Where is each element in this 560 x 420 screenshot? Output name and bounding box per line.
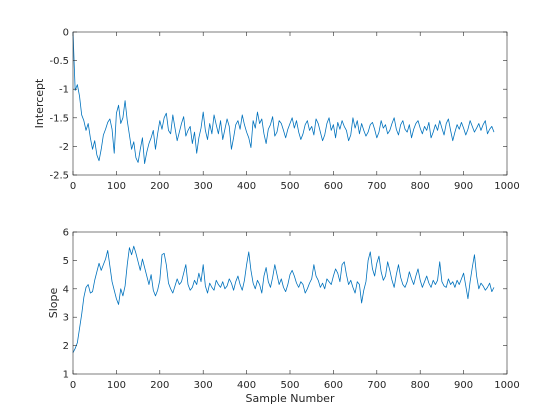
slope-y-tick-label: 4 [63,284,69,295]
slope-x-tick-label: 200 [150,380,169,391]
slope-x-tick-label: 700 [367,380,386,391]
slope-y-tick-label: 6 [63,228,69,239]
slope-series-line [72,245,495,353]
slope-y-tick-label: 2 [63,341,69,352]
slope-x-tick-label: 800 [411,380,430,391]
slope-y-axis-label: Slope [47,288,60,319]
intercept-y-axis-label: Intercept [33,78,46,128]
intercept-axes-box [72,31,508,176]
slope-axes-box [72,231,508,375]
intercept-x-tick-label: 200 [150,181,169,192]
intercept-line-layer [72,31,495,164]
intercept-ticks-layer: 0 100 200 300 400 500 600 700 800 900 1000 0 -0.5 -1 -… [49,28,519,193]
intercept-y-tick-label: -2.5 [49,171,69,182]
intercept-subplot: 0 100 200 300 400 500 600 700 800 900 1000 0 -0.5 -1 -… [33,28,520,193]
slope-x-tick-label: 100 [107,380,126,391]
slope-line-layer [72,245,495,353]
intercept-y-tick-label: -0.5 [49,56,69,67]
intercept-x-tick-label: 300 [194,181,213,192]
intercept-y-tick-label: -1.5 [49,113,69,124]
intercept-y-tick-label: 0 [63,28,69,39]
intercept-series-line [72,31,495,164]
intercept-x-tick-label: 800 [411,181,430,192]
slope-x-tick-label: 600 [324,380,343,391]
slope-x-tick-label: 900 [454,380,473,391]
slope-y-tick-label: 5 [63,256,69,267]
intercept-x-tick-label: 400 [237,181,256,192]
slope-x-tick-label: 0 [70,380,76,391]
slope-x-tick-label: 500 [280,380,299,391]
intercept-y-tick-label: -1 [59,85,69,96]
slope-subplot: 0 100 200 300 400 500 600 700 800 900 1000 6 5 4 3 2 1 S… [47,228,520,406]
intercept-x-tick-label: 900 [454,181,473,192]
slope-x-tick-label: 1000 [494,380,519,391]
slope-y-tick-label: 3 [63,313,69,324]
slope-x-tick-label: 300 [194,380,213,391]
intercept-x-tick-label: 100 [107,181,126,192]
intercept-y-tick-label: -2 [59,142,69,153]
slope-x-tick-label: 400 [237,380,256,391]
slope-plot-area [73,232,507,374]
intercept-x-tick-label: 0 [70,181,76,192]
intercept-plot-area [73,32,507,175]
intercept-x-tick-label: 1000 [494,181,519,192]
slope-x-axis-label: Sample Number [246,392,335,405]
slope-y-tick-label: 1 [63,370,69,381]
intercept-x-tick-label: 600 [324,181,343,192]
intercept-x-tick-label: 700 [367,181,386,192]
intercept-x-tick-label: 500 [280,181,299,192]
slope-ticks-layer: 0 100 200 300 400 500 600 700 800 900 1000 6 5 4 3 2 1 [63,228,520,392]
